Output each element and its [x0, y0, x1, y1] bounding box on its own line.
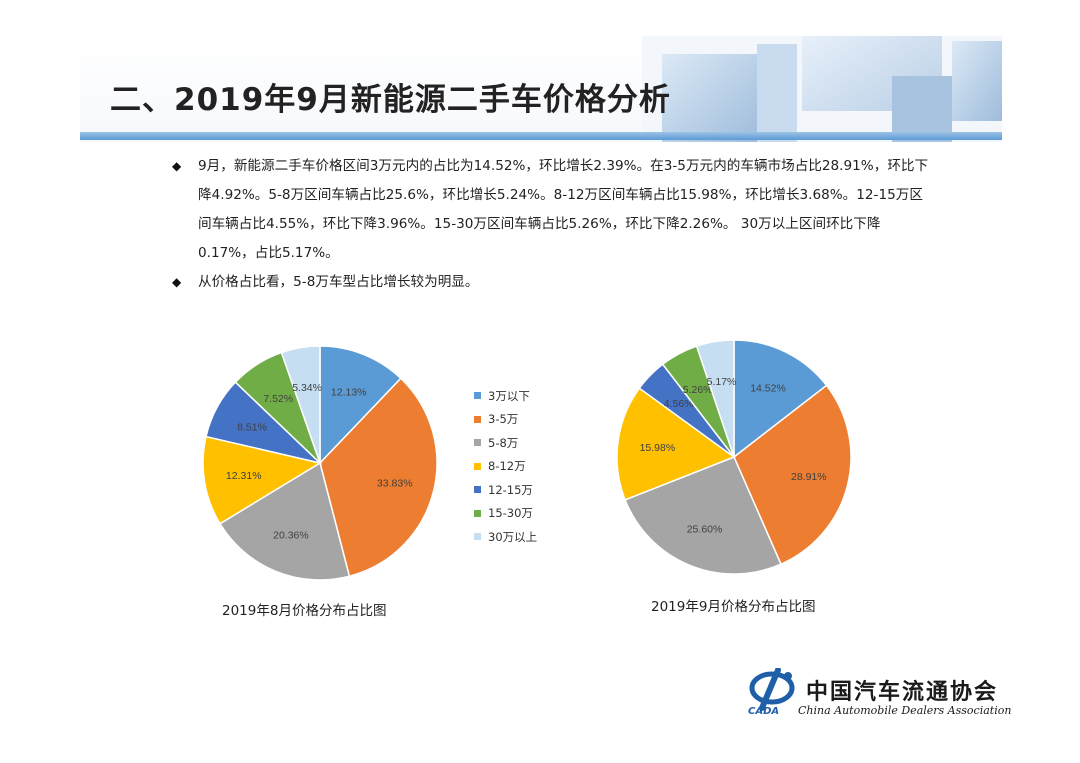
legend-label: 30万以上 [488, 529, 538, 544]
september-data-label-0: 14.52% [750, 383, 786, 395]
september-data-label-4: 4.56% [664, 398, 694, 410]
september-data-label-2: 25.60% [687, 523, 723, 535]
pie-chart-september: 14.52% 28.91% 25.60% 15.98% 4.56% 5.26% 5.17% [609, 332, 859, 582]
page-title: 二、2019年9月新能源二手车价格分析 [110, 82, 671, 118]
logo-name-en: China Automobile Dealers Association [798, 704, 1012, 717]
diamond-bullet-icon: ◆ [172, 159, 182, 173]
bullet-item: ◆ 9月，新能源二手车价格区间3万元内的占比为14.52%，环比增长2.39%。… [172, 152, 932, 268]
chart-title-august: 2019年8月价格分布占比图 [222, 603, 387, 619]
logo-name-cn: 中国汽车流通协会 [806, 679, 999, 705]
legend-item: 30万以上 [474, 525, 537, 549]
bullet-item: ◆ 从价格占比看，5-8万车型占比增长较为明显。 [172, 268, 932, 297]
august-data-label-1: 33.83% [377, 477, 413, 489]
legend-label: 5-8万 [488, 435, 519, 450]
diamond-bullet-icon: ◆ [172, 275, 182, 289]
legend-item: 3-5万 [474, 408, 537, 432]
legend-item: 3万以下 [474, 384, 537, 408]
september-data-label-1: 28.91% [791, 471, 827, 483]
chart-legend: 3万以下 3-5万 5-8万 8-12万 12-15万 15-30万 30万以上 [474, 384, 537, 549]
august-data-label-6: 5.34% [292, 382, 322, 394]
logo-abbreviation: CADA [748, 706, 780, 717]
september-slice-1 [733, 384, 852, 566]
cada-logo: CADA 中国汽车流通协会 China Automobile Dealers A… [748, 668, 1012, 724]
cubes-decoration-icon [642, 36, 1002, 142]
legend-label: 12-15万 [488, 482, 533, 497]
legend-label: 3-5万 [488, 412, 519, 427]
august-slice-1 [319, 377, 438, 578]
august-slice-2 [218, 461, 351, 581]
cada-emblem-icon [749, 668, 795, 711]
legend-swatch [474, 486, 481, 494]
legend-label: 3万以下 [488, 388, 530, 403]
legend-swatch [474, 439, 481, 447]
legend-swatch [474, 509, 481, 517]
august-slice-3 [202, 435, 322, 525]
august-data-label-0: 12.13% [331, 386, 367, 398]
legend-item: 12-15万 [474, 478, 537, 502]
legend-swatch [474, 415, 481, 423]
header-banner: 二、2019年9月新能源二手车价格分析 [80, 36, 1002, 142]
bullet-list: ◆ 9月，新能源二手车价格区间3万元内的占比为14.52%，环比增长2.39%。… [172, 152, 932, 297]
legend-item: 15-30万 [474, 502, 537, 526]
legend-item: 5-8万 [474, 431, 537, 455]
pie-chart-august: 12.13% 33.83% 20.36% 12.31% 8.51% 7.52% 5.34% [195, 338, 445, 588]
header-divider [80, 132, 1002, 140]
august-slice-0 [319, 345, 402, 465]
september-slice-0 [733, 339, 828, 459]
legend-label: 15-30万 [488, 506, 533, 521]
bullet-text: 从价格占比看，5-8万车型占比增长较为明显。 [198, 274, 479, 290]
august-slice-6 [280, 345, 321, 464]
chart-title-september: 2019年9月价格分布占比图 [651, 599, 816, 615]
legend-swatch [474, 462, 481, 470]
september-data-label-5: 5.26% [683, 384, 713, 396]
september-slice-6 [695, 339, 735, 458]
september-slice-2 [624, 456, 782, 575]
august-data-label-2: 20.36% [273, 530, 309, 542]
august-data-label-5: 7.52% [263, 393, 293, 405]
bullet-text: 9月，新能源二手车价格区间3万元内的占比为14.52%，环比增长2.39%。在3… [198, 158, 929, 261]
legend-item: 8-12万 [474, 455, 537, 479]
september-data-label-6: 5.17% [707, 376, 737, 388]
september-slice-3 [616, 387, 736, 501]
august-data-label-3: 12.31% [226, 470, 262, 482]
legend-label: 8-12万 [488, 459, 526, 474]
september-data-label-3: 15.98% [640, 442, 676, 454]
august-data-label-4: 8.51% [237, 421, 267, 433]
legend-swatch [474, 392, 481, 400]
legend-swatch [474, 533, 481, 541]
